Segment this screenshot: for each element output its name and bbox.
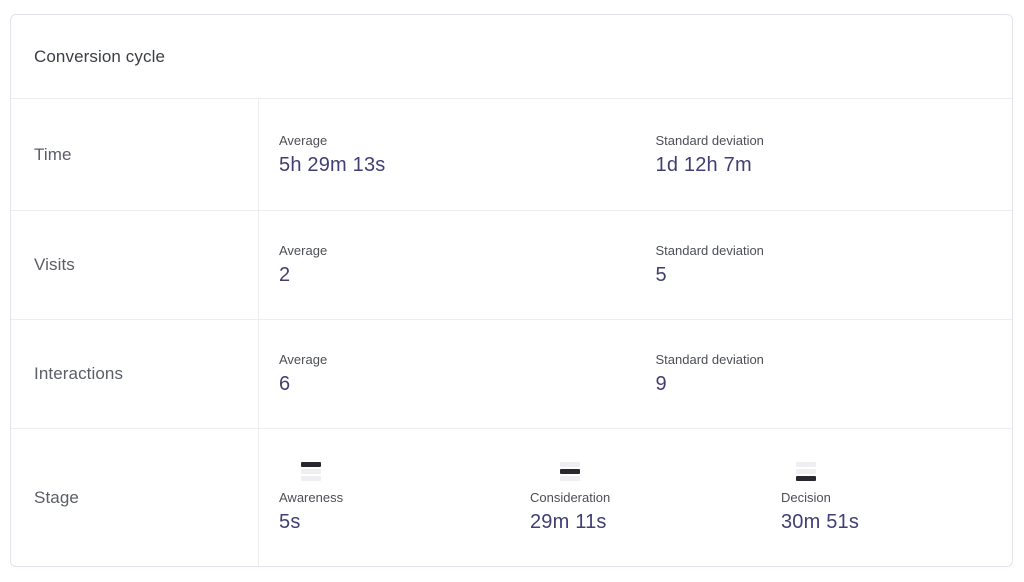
metric-label: Standard deviation	[655, 352, 764, 367]
funnel-bar	[301, 461, 322, 467]
funnel-bar	[301, 475, 322, 481]
metric-value: 9	[655, 373, 667, 395]
funnel-bar	[560, 468, 581, 474]
row-label-cell: Time	[11, 99, 259, 210]
metric-value: 5h 29m 13s	[279, 153, 386, 176]
funnel-bar	[301, 468, 322, 474]
stage-cell-consideration: Consideration 29m 11s	[510, 429, 761, 566]
row-label-cell: Visits	[11, 211, 259, 319]
row-content: Average 2 Standard deviation 5	[259, 211, 1012, 319]
metric-cell-std-deviation: Standard deviation 9	[636, 320, 1013, 428]
metric-label: Average	[279, 352, 328, 367]
funnel-stage-bottom-icon	[795, 461, 816, 481]
stage-cell-awareness: Awareness 5s	[259, 429, 510, 566]
metric-value: 6	[279, 373, 291, 395]
funnel-bar	[560, 461, 581, 467]
stage-label: Awareness	[279, 489, 344, 505]
funnel-stage-top-icon	[301, 461, 322, 481]
conversion-cycle-card: Conversion cycle Time Average 5h 29m 13s…	[10, 14, 1013, 567]
row-content: Average 6 Standard deviation 9	[259, 320, 1012, 428]
metric-cell-average: Average 5h 29m 13s	[259, 99, 636, 210]
metric-label: Standard deviation	[655, 132, 764, 148]
funnel-bar	[560, 475, 581, 481]
metric-value: 2	[279, 264, 291, 286]
metric-label: Standard deviation	[655, 243, 764, 258]
metric-cell-std-deviation: Standard deviation 1d 12h 7m	[636, 99, 1013, 210]
metric-value: 1d 12h 7m	[655, 153, 752, 176]
row-label-cell: Stage	[11, 429, 259, 566]
row-label: Interactions	[34, 364, 124, 383]
funnel-bar	[795, 475, 816, 481]
funnel-stage-middle-icon	[560, 461, 581, 481]
stage-head: Consideration	[529, 461, 611, 505]
card-title: Conversion cycle	[34, 46, 166, 66]
stage-value: 5s	[279, 510, 301, 533]
row-label: Time	[34, 144, 72, 164]
stage-cell-decision: Decision 30m 51s	[761, 429, 1012, 566]
metric-cell-average: Average 2	[259, 211, 636, 319]
card-header: Conversion cycle	[11, 15, 1012, 99]
metric-value: 5	[655, 264, 667, 286]
row-label: Stage	[34, 487, 79, 507]
stage-label: Consideration	[529, 489, 611, 505]
table-row-time: Time Average 5h 29m 13s Standard deviati…	[11, 99, 1012, 211]
stage-value: 29m 11s	[529, 510, 607, 533]
row-label-cell: Interactions	[11, 320, 259, 428]
stage-head: Decision	[780, 461, 831, 505]
metric-cell-std-deviation: Standard deviation 5	[636, 211, 1013, 319]
stage-head: Awareness	[279, 461, 344, 505]
metric-label: Average	[279, 243, 328, 258]
funnel-bar	[795, 461, 816, 467]
stage-value: 30m 51s	[780, 510, 860, 533]
row-content: Awareness 5s Consideration 29m 11s	[259, 429, 1012, 566]
stage-label: Decision	[780, 489, 831, 505]
metric-label: Average	[279, 132, 328, 148]
table-row-interactions: Interactions Average 6 Standard deviatio…	[11, 320, 1012, 429]
funnel-bar	[795, 468, 816, 474]
row-label: Visits	[34, 255, 75, 274]
metric-cell-average: Average 6	[259, 320, 636, 428]
table-row-visits: Visits Average 2 Standard deviation 5	[11, 211, 1012, 320]
table-row-stage: Stage Awareness 5s	[11, 429, 1012, 566]
row-content: Average 5h 29m 13s Standard deviation 1d…	[259, 99, 1012, 210]
